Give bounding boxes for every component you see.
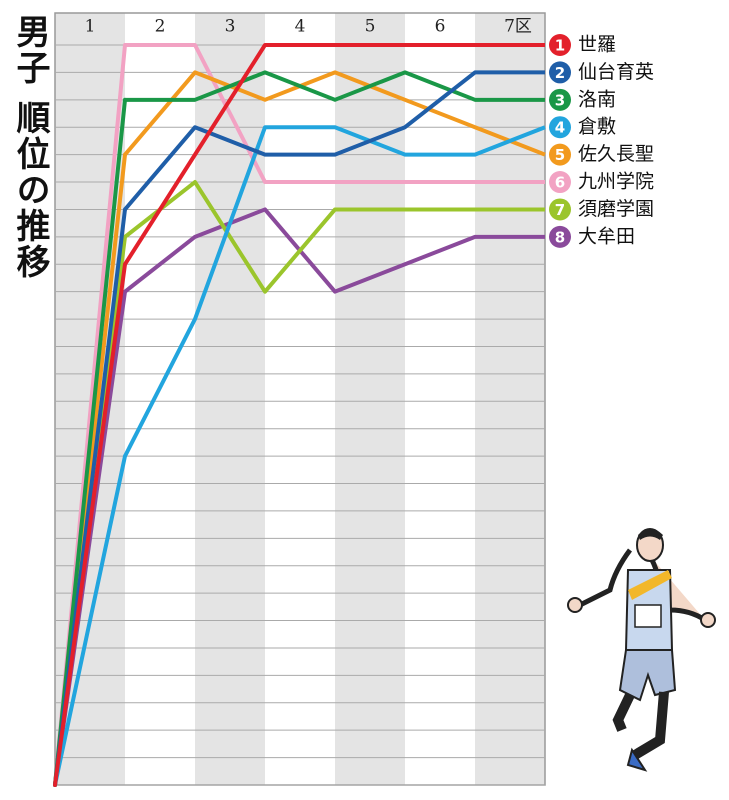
series-line [123, 43, 545, 266]
column-band [265, 13, 335, 785]
series-line [125, 70, 545, 102]
legend-label: 洛南 [578, 88, 616, 110]
legend-rank: 3 [555, 91, 565, 109]
series-line [123, 125, 546, 458]
legend-rank: 1 [555, 37, 565, 55]
x-tick-label: 4 [295, 17, 306, 37]
x-tick-label: 3 [225, 17, 236, 37]
column-band [195, 13, 265, 785]
series-line [123, 70, 546, 157]
x-tick-label: 5 [365, 17, 376, 37]
line-start-segment [53, 97, 127, 787]
series-line [123, 70, 545, 211]
legend-rank: 8 [555, 228, 565, 246]
legend-label: 仙台育英 [578, 61, 654, 83]
column-band [405, 13, 475, 785]
legend-marker [549, 116, 571, 139]
line-start-segment [53, 454, 127, 787]
legend-rank: 5 [555, 146, 565, 164]
legend-marker [549, 88, 571, 111]
chart-title: 男子 順位の推移 [10, 14, 50, 280]
column-band [335, 13, 405, 785]
column-band [475, 13, 545, 785]
legend-marker [549, 171, 571, 194]
legend-rank: 7 [555, 201, 565, 219]
series-line [123, 207, 545, 294]
x-tick-label: 7区 [504, 17, 532, 37]
x-tick-label: 6 [435, 17, 446, 37]
legend-marker [549, 34, 571, 56]
legend-rank: 2 [555, 64, 565, 82]
column-band [125, 13, 195, 785]
legend-marker [549, 198, 571, 221]
line-start-segment [53, 262, 127, 787]
legend-label: 世羅 [578, 34, 616, 56]
legend-marker [549, 61, 571, 84]
legend-label: 九州学院 [578, 171, 654, 193]
legend-marker [549, 143, 571, 166]
legend-label: 須磨学園 [578, 198, 654, 220]
legend-label: 大牟田 [578, 225, 635, 247]
legend-marker [549, 225, 571, 248]
x-tick-label: 1 [85, 17, 96, 37]
series-line [125, 43, 545, 185]
legend-label: 倉敷 [578, 116, 616, 138]
legend-rank: 4 [555, 119, 565, 137]
legend-rank: 6 [555, 174, 565, 192]
runner-illustration [567, 528, 716, 772]
legend-label: 佐久長聖 [578, 143, 654, 165]
x-tick-label: 2 [155, 17, 166, 37]
series-line [123, 180, 545, 294]
